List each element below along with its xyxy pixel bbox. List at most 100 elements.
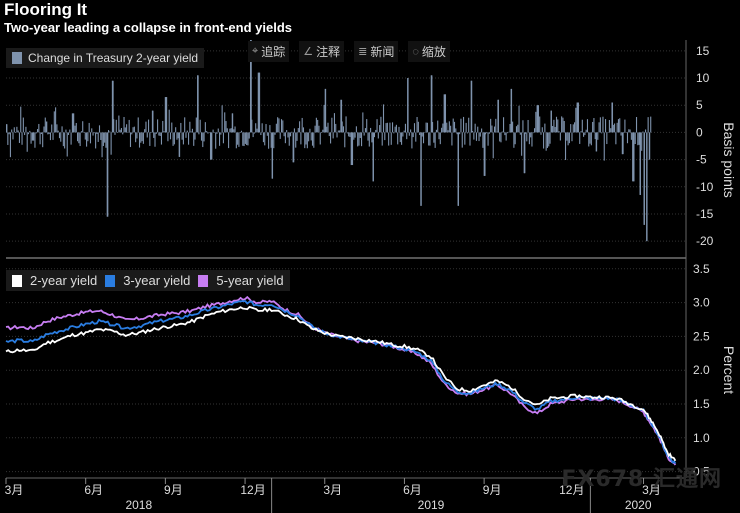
yield-change-bar: [66, 132, 68, 157]
yield-change-bar: [242, 132, 244, 146]
yield-change-bar: [568, 132, 570, 144]
toolbar-annotate-button[interactable]: ∠ 注释: [299, 41, 345, 62]
yield-change-bar: [391, 122, 394, 133]
top-ylabel: Basis points: [721, 122, 737, 197]
yield-change-bar: [402, 132, 404, 137]
yield-change-bar: [616, 122, 618, 133]
yield-change-bar: [100, 132, 102, 140]
yield-change-bar: [53, 111, 55, 133]
yield-change-bar: [60, 132, 62, 142]
yield-change-bar: [422, 132, 425, 144]
top-ytick-label: 5: [696, 98, 703, 112]
yield-change-bar: [159, 132, 161, 136]
yield-change-bar: [36, 129, 39, 133]
yield-change-bar: [261, 123, 263, 133]
yield-change-spike-bar: [197, 75, 199, 133]
toolbar-track-button[interactable]: ⌖ 追踪: [248, 41, 290, 62]
yield-change-bar: [377, 132, 379, 139]
yield-change-bar: [122, 132, 124, 135]
yield-change-bar: [464, 132, 466, 145]
yield-change-spike-bar: [292, 132, 295, 163]
yield-change-bar: [222, 132, 224, 144]
yield-change-bar: [186, 130, 188, 133]
yield-change-bar: [191, 128, 193, 133]
yield-change-bar: [301, 117, 303, 133]
yield-change-bar: [447, 130, 449, 133]
yield-change-bar: [295, 132, 297, 148]
yield-change-bar: [74, 125, 76, 133]
year-label: 2020: [625, 498, 652, 512]
yield-change-bar: [439, 132, 441, 145]
yield-change-bar: [597, 132, 599, 140]
yield-change-spike-bar: [648, 132, 651, 160]
bottom-ytick-label: 1.5: [693, 397, 710, 411]
yield-change-bar: [176, 132, 178, 140]
yield-change-bar: [40, 132, 42, 135]
yield-change-spike-bar: [510, 88, 513, 133]
yield-change-bar: [581, 119, 583, 133]
yield-change-bar: [265, 124, 267, 133]
yield-change-bar: [473, 132, 475, 140]
yield-change-bar: [359, 132, 361, 139]
yield-change-bar: [246, 132, 248, 146]
x-tick-label: 3月: [642, 483, 661, 497]
yield-change-bar: [477, 126, 479, 133]
yield-change-bar: [314, 125, 316, 133]
yield-change-spike-bar: [250, 40, 252, 133]
yield-change-bar: [630, 132, 632, 140]
toolbar-news-button[interactable]: ≣ 新闻: [354, 41, 399, 62]
yield-change-bar: [104, 132, 106, 143]
yield-change-bar: [482, 132, 484, 148]
yield-change-bar: [169, 132, 172, 140]
yield-change-bar: [433, 132, 435, 143]
yield-change-bar: [474, 123, 476, 133]
yield-change-bar: [363, 132, 365, 136]
legend-swatch-2y: [12, 274, 22, 287]
yield-change-bar: [98, 125, 101, 133]
yield-change-bar: [572, 124, 574, 133]
yield-change-bar: [446, 122, 448, 133]
yield-change-spike-bar: [611, 102, 614, 133]
yield-change-bar: [415, 132, 417, 142]
yield-change-bar: [120, 128, 122, 133]
yield-change-spike-bar: [112, 80, 114, 133]
yield-change-bar: [486, 132, 488, 134]
yield-change-spike-bar: [595, 132, 598, 152]
yield-change-bar: [459, 132, 461, 135]
yield-change-bar: [175, 127, 177, 133]
yield-change-bar: [127, 132, 129, 133]
yield-change-bar: [393, 132, 395, 134]
yield-change-bar: [533, 128, 536, 133]
yield-change-bar: [505, 132, 507, 141]
yield-change-bar: [284, 132, 286, 144]
toolbar-zoom-button[interactable]: ◌ 缩放: [408, 41, 450, 62]
yield-change-bar: [554, 126, 556, 133]
top-ytick-label: -15: [696, 207, 714, 221]
yield-change-bar: [541, 127, 543, 133]
yield-change-bar: [509, 123, 511, 133]
yield-change-bar: [184, 117, 186, 133]
yield-change-bar: [198, 132, 200, 135]
yield-change-bar: [310, 132, 312, 141]
yield-change-bar: [282, 120, 284, 133]
yield-change-bar: [590, 132, 592, 146]
yield-change-bar: [438, 132, 440, 140]
yield-change-bar: [105, 132, 107, 148]
toolbar-track-label: 追踪: [261, 45, 286, 59]
legend-label-2y: 2-year yield: [30, 273, 98, 288]
yield-change-bar: [448, 121, 450, 133]
legend-swatch-bars: [12, 52, 22, 64]
yield-change-bar: [583, 132, 585, 137]
yield-change-bar: [22, 117, 24, 133]
yield-change-bar: [215, 132, 217, 149]
yield-change-bar: [217, 128, 219, 133]
yield-change-bar: [149, 132, 151, 146]
yield-change-bar: [588, 132, 590, 147]
yield-change-bar: [25, 126, 27, 133]
yield-change-bar: [544, 123, 546, 133]
yield-change-bar: [7, 132, 9, 145]
yield-change-spike-bar: [523, 132, 526, 174]
yield-change-bar: [598, 122, 600, 133]
yield-change-bar: [441, 127, 443, 133]
yield-change-bar: [202, 132, 204, 148]
